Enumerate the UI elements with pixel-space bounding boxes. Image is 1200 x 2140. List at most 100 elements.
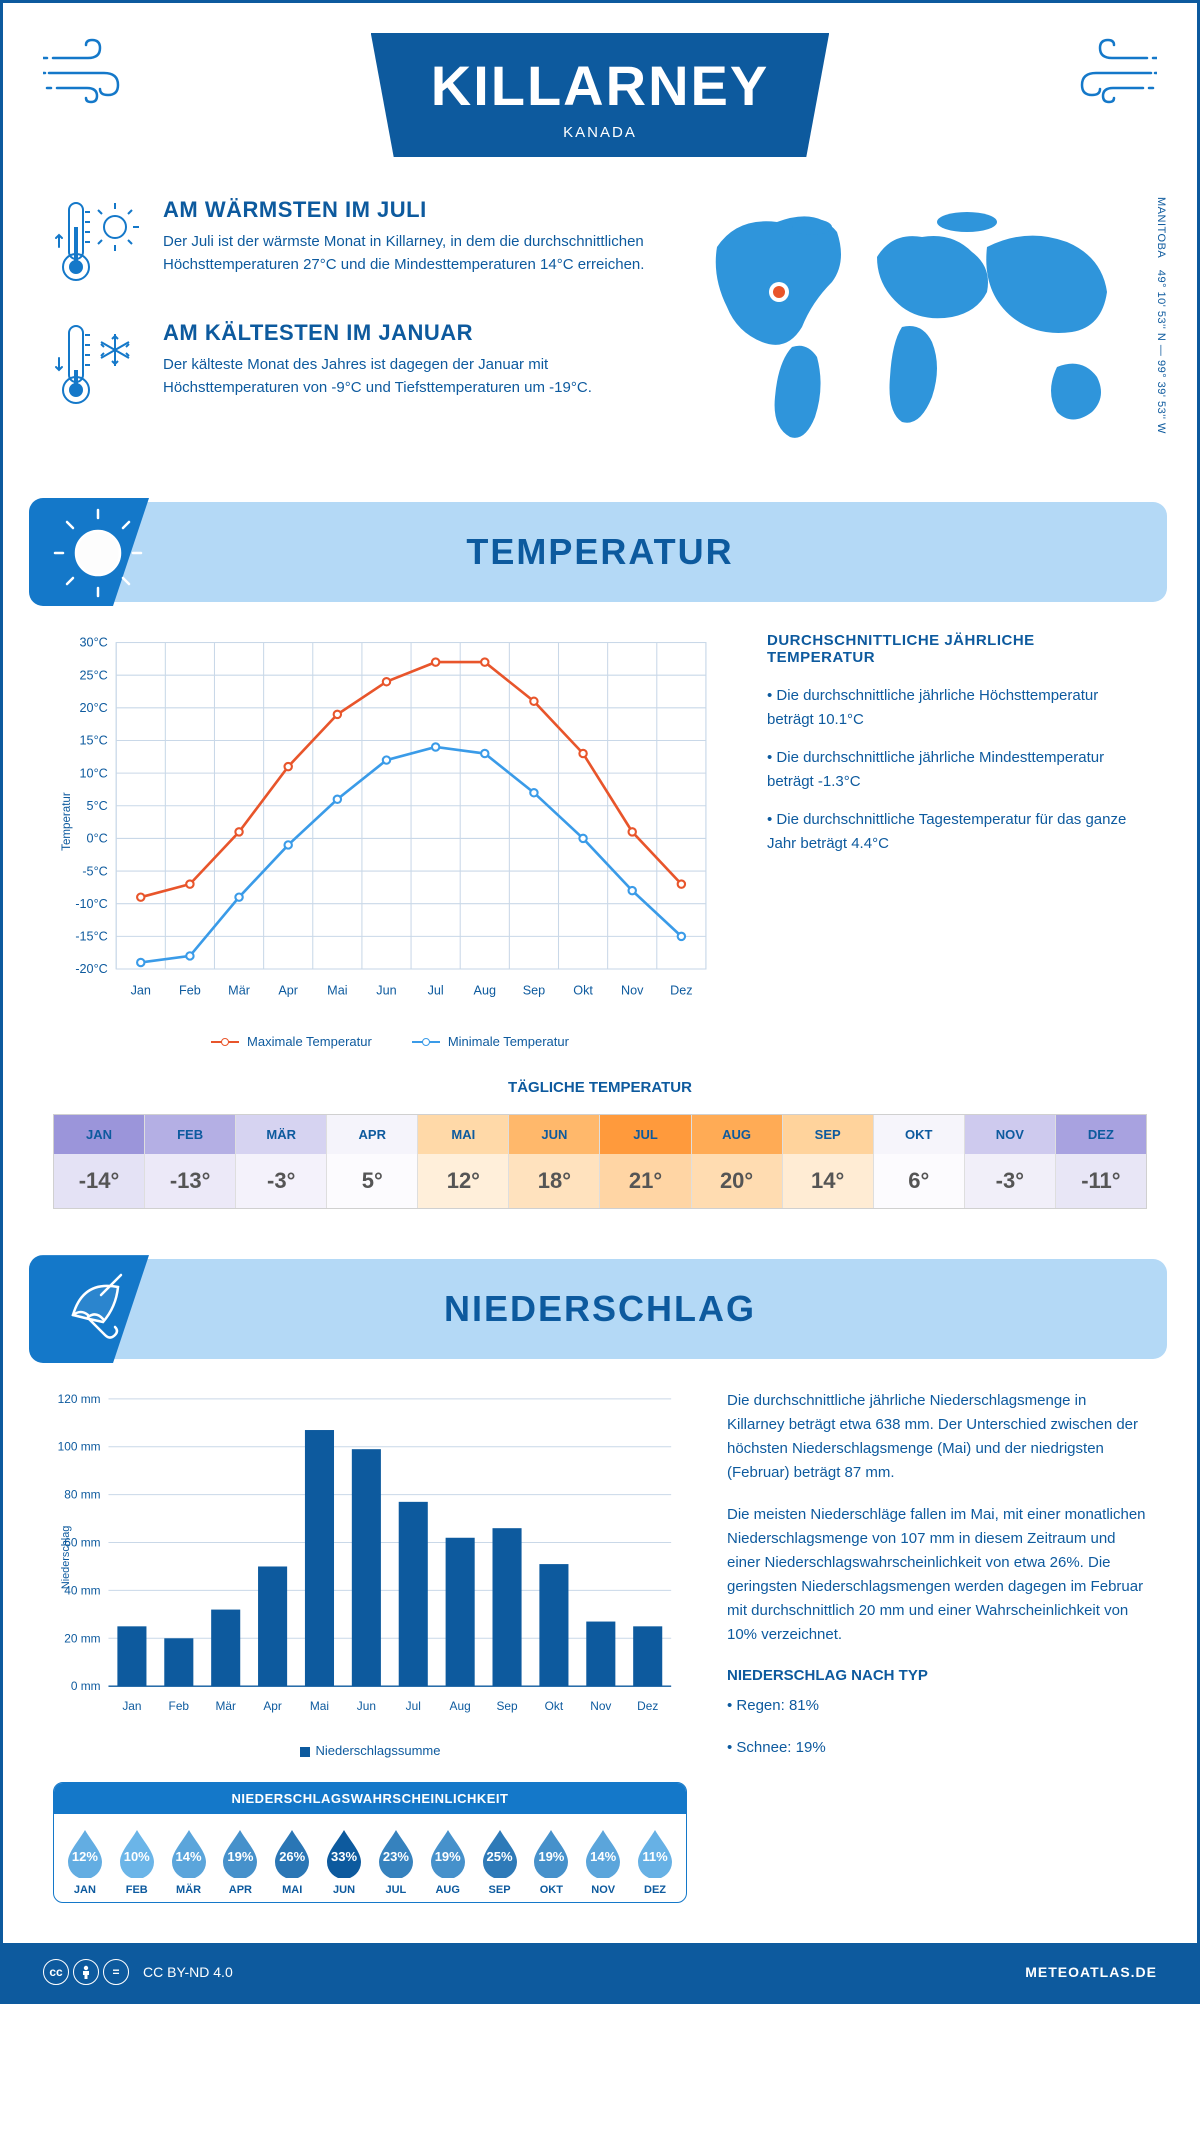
svg-text:-10°C: -10°C [75,897,107,911]
svg-text:Dez: Dez [637,1699,658,1713]
svg-text:Mär: Mär [228,983,250,997]
svg-text:30°C: 30°C [80,636,108,650]
cc-icons: cc = [43,1959,129,1985]
svg-text:Apr: Apr [263,1699,282,1713]
temp-summary-p3: • Die durchschnittliche Tagestemperatur … [767,808,1147,856]
drop-item: 10%FEB [112,1826,162,1896]
coords-text: 49° 10' 53'' N — 99° 39' 53'' W [1155,270,1167,434]
wind-icon-right [1047,33,1157,118]
temp-summary-p1: • Die durchschnittliche jährliche Höchst… [767,684,1147,732]
svg-text:Feb: Feb [169,1699,190,1713]
svg-text:25°C: 25°C [80,668,108,682]
prob-title: NIEDERSCHLAGSWAHRSCHEINLICHKEIT [54,1783,686,1814]
warmest-fact: AM WÄRMSTEN IM JULI Der Juli ist der wär… [53,197,657,292]
temp-cell: MAI12° [418,1115,509,1208]
svg-text:Jul: Jul [406,1699,421,1713]
drop-item: 14%NOV [578,1826,628,1896]
svg-text:Niederschlag: Niederschlag [60,1526,72,1589]
temp-cell: APR5° [327,1115,418,1208]
legend-min: Minimale Temperatur [412,1034,569,1049]
temp-cell: MÄR-3° [236,1115,327,1208]
svg-text:Okt: Okt [545,1699,564,1713]
precipitation-heading: NIEDERSCHLAG [444,1288,756,1330]
nd-icon: = [103,1959,129,1985]
drop-item: 19%APR [215,1826,265,1896]
precip-type-heading: NIEDERSCHLAG NACH TYP [727,1667,1147,1684]
drop-item: 33%JUN [319,1826,369,1896]
temperature-line-chart: -20°C-15°C-10°C-5°C0°C5°C10°C15°C20°C25°… [53,632,727,1049]
infographic-page: KILLARNEY KANADA [0,0,1200,2004]
svg-text:Mär: Mär [215,1699,235,1713]
svg-text:Jul: Jul [428,983,444,997]
temperature-section-header: TEMPERATUR [33,502,1167,602]
drop-item: 19%OKT [526,1826,576,1896]
sun-icon [53,508,143,603]
drop-item: 12%JAN [60,1826,110,1896]
temp-cell: SEP14° [783,1115,874,1208]
temp-summary-heading: DURCHSCHNITTLICHE JÄHRLICHE TEMPERATUR [767,632,1147,666]
svg-text:Jun: Jun [376,983,396,997]
precipitation-summary: Die durchschnittliche jährliche Niedersc… [727,1389,1147,1903]
temp-cell: DEZ-11° [1056,1115,1146,1208]
warmest-text: Der Juli ist der wärmste Monat in Killar… [163,231,657,276]
probability-drops: 12%JAN10%FEB14%MÄR19%APR26%MAI33%JUN23%J… [54,1814,686,1902]
precipitation-probability: NIEDERSCHLAGSWAHRSCHEINLICHKEIT 12%JAN10… [53,1782,687,1903]
svg-text:Mai: Mai [310,1699,329,1713]
temp-cell: FEB-13° [145,1115,236,1208]
site-name: METEOATLAS.DE [1025,1964,1157,1980]
drop-item: 25%SEP [475,1826,525,1896]
thermometer-sun-icon [53,197,143,292]
svg-text:-20°C: -20°C [75,962,107,976]
temp-cell: OKT6° [874,1115,965,1208]
svg-text:Sep: Sep [496,1699,518,1713]
line-chart-legend: Maximale Temperatur Minimale Temperatur [53,1034,727,1049]
svg-text:15°C: 15°C [80,734,108,748]
region-label: MANITOBA [1155,197,1167,258]
svg-text:10°C: 10°C [80,766,108,780]
temp-cell: NOV-3° [965,1115,1056,1208]
city-name: KILLARNEY [431,53,769,118]
svg-text:0°C: 0°C [87,832,108,846]
svg-text:Dez: Dez [670,983,692,997]
drop-item: 14%MÄR [164,1826,214,1896]
bar-chart-legend: Niederschlagssumme [53,1743,687,1758]
cc-icon: cc [43,1959,69,1985]
temperature-heading: TEMPERATUR [466,531,733,573]
temp-summary-p2: • Die durchschnittliche jährliche Mindes… [767,746,1147,794]
svg-text:Jan: Jan [122,1699,141,1713]
precip-p1: Die durchschnittliche jährliche Niedersc… [727,1389,1147,1485]
warmest-title: AM WÄRMSTEN IM JULI [163,197,657,223]
svg-text:20°C: 20°C [80,701,108,715]
drop-item: 26%MAI [267,1826,317,1896]
coldest-text: Der kälteste Monat des Jahres ist dagege… [163,354,657,399]
svg-text:Temperatur: Temperatur [61,792,73,851]
precip-type1: • Regen: 81% [727,1694,1147,1718]
svg-text:Aug: Aug [450,1699,471,1713]
temp-cell: JUL21° [600,1115,691,1208]
svg-text:Sep: Sep [523,983,545,997]
svg-text:5°C: 5°C [87,799,108,813]
temp-cell: JAN-14° [54,1115,145,1208]
svg-text:-5°C: -5°C [82,864,107,878]
wind-icon-left [43,33,153,118]
thermometer-snow-icon [53,320,143,415]
svg-text:Feb: Feb [179,983,201,997]
country-name: KANADA [431,124,769,141]
coldest-fact: AM KÄLTESTEN IM JANUAR Der kälteste Mona… [53,320,657,415]
drop-item: 19%AUG [423,1826,473,1896]
daily-temp-table: JAN-14°FEB-13°MÄR-3°APR5°MAI12°JUN18°JUL… [53,1114,1147,1209]
svg-text:Jun: Jun [357,1699,376,1713]
svg-text:120 mm: 120 mm [58,1392,101,1406]
svg-text:0 mm: 0 mm [71,1679,101,1693]
temperature-summary: DURCHSCHNITTLICHE JÄHRLICHE TEMPERATUR •… [767,632,1147,1049]
svg-text:Jan: Jan [131,983,151,997]
umbrella-icon [53,1265,143,1360]
svg-text:100 mm: 100 mm [58,1440,101,1454]
precipitation-bar-chart: 0 mm20 mm40 mm60 mm80 mm100 mm120 mmJanF… [53,1389,687,1758]
svg-text:20 mm: 20 mm [64,1631,100,1645]
svg-text:80 mm: 80 mm [64,1488,100,1502]
svg-text:Apr: Apr [278,983,298,997]
title-banner: KILLARNEY KANADA [371,33,829,157]
precipitation-row: 0 mm20 mm40 mm60 mm80 mm100 mm120 mmJanF… [3,1389,1197,1943]
svg-text:Okt: Okt [573,983,593,997]
